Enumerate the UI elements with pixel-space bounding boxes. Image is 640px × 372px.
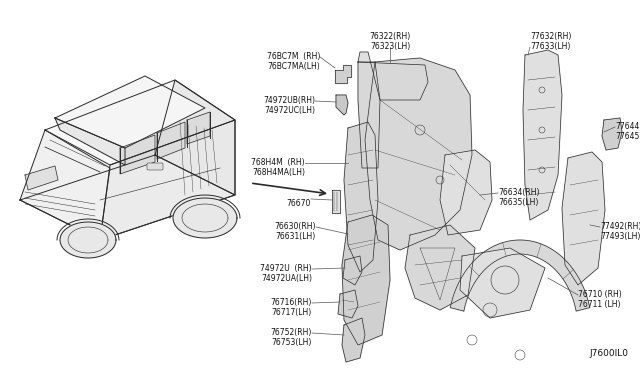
FancyBboxPatch shape — [147, 163, 163, 170]
Polygon shape — [338, 290, 358, 318]
Polygon shape — [336, 95, 348, 115]
Polygon shape — [523, 50, 562, 220]
Polygon shape — [20, 155, 235, 240]
Text: 76752(RH): 76752(RH) — [271, 328, 312, 337]
Polygon shape — [405, 225, 475, 310]
Text: 74972UB(RH): 74972UB(RH) — [263, 96, 315, 105]
Text: 76634(RH): 76634(RH) — [498, 188, 540, 197]
Polygon shape — [155, 80, 235, 195]
Text: 76710 (RH): 76710 (RH) — [578, 290, 621, 299]
Polygon shape — [358, 62, 380, 168]
Polygon shape — [60, 222, 116, 258]
Polygon shape — [365, 58, 472, 250]
Polygon shape — [358, 52, 428, 100]
Polygon shape — [173, 198, 237, 238]
Polygon shape — [157, 122, 185, 159]
Text: 76717(LH): 76717(LH) — [272, 308, 312, 317]
Polygon shape — [332, 190, 340, 213]
Text: 76716(RH): 76716(RH) — [271, 298, 312, 307]
Text: 76711 (LH): 76711 (LH) — [578, 300, 621, 309]
Polygon shape — [187, 112, 210, 144]
Text: 76670: 76670 — [287, 199, 311, 208]
Text: 76BC7M  (RH): 76BC7M (RH) — [267, 52, 320, 61]
Text: 76631(LH): 76631(LH) — [276, 232, 316, 241]
Text: 77645P(LH): 77645P(LH) — [615, 132, 640, 141]
Text: 74972UA(LH): 74972UA(LH) — [261, 274, 312, 283]
Text: 77633(LH): 77633(LH) — [530, 42, 570, 51]
Text: 76322(RH): 76322(RH) — [369, 32, 411, 41]
Polygon shape — [55, 76, 205, 148]
Text: 76323(LH): 76323(LH) — [370, 42, 410, 51]
Polygon shape — [20, 130, 110, 240]
Polygon shape — [335, 65, 351, 83]
Polygon shape — [451, 240, 589, 311]
Polygon shape — [460, 248, 545, 318]
Text: 76BC7MA(LH): 76BC7MA(LH) — [268, 62, 320, 71]
Polygon shape — [120, 135, 155, 174]
Text: 77492(RH): 77492(RH) — [600, 222, 640, 231]
Text: 77632(RH): 77632(RH) — [530, 32, 572, 41]
Text: J7600IL0: J7600IL0 — [589, 349, 628, 358]
Text: 74972U  (RH): 74972U (RH) — [260, 264, 312, 273]
Polygon shape — [45, 80, 235, 165]
Text: 77493(LH): 77493(LH) — [600, 232, 640, 241]
Text: 77644P(RH): 77644P(RH) — [615, 122, 640, 131]
Polygon shape — [602, 118, 622, 150]
Polygon shape — [55, 118, 125, 165]
Text: 74972UC(LH): 74972UC(LH) — [264, 106, 315, 115]
Text: 76753(LH): 76753(LH) — [271, 338, 312, 347]
Text: 76630(RH): 76630(RH) — [275, 222, 316, 231]
Polygon shape — [344, 122, 378, 272]
Polygon shape — [342, 215, 390, 345]
Polygon shape — [25, 166, 58, 190]
Polygon shape — [100, 120, 235, 240]
Text: 768H4M  (RH): 768H4M (RH) — [252, 158, 305, 167]
Polygon shape — [440, 150, 492, 235]
Polygon shape — [343, 256, 362, 285]
Polygon shape — [342, 318, 365, 362]
Text: 76635(LH): 76635(LH) — [498, 198, 538, 207]
Polygon shape — [562, 152, 605, 285]
Text: 768H4MA(LH): 768H4MA(LH) — [252, 168, 305, 177]
